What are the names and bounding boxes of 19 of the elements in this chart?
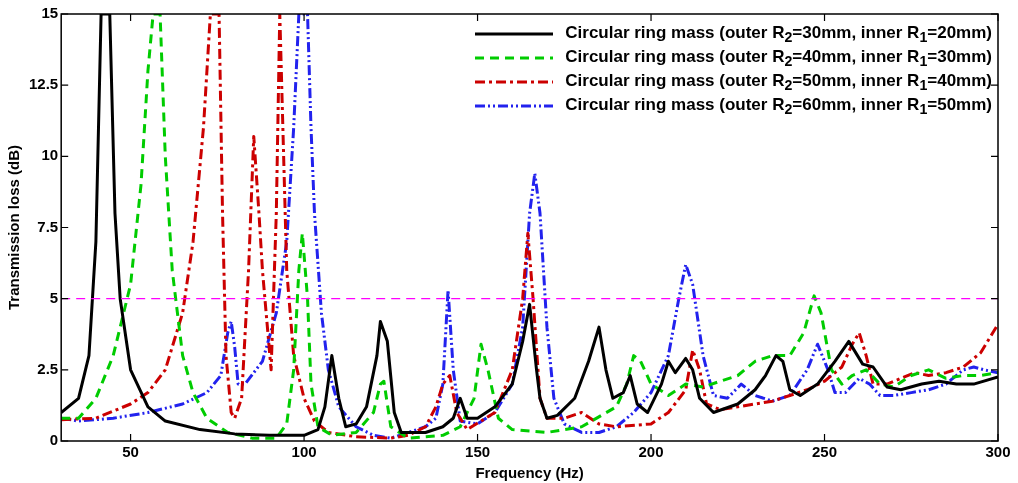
legend-label: Circular ring mass (outer R$_{2}$=60mm, inner R$_{1}$=50mm) [565, 94, 992, 118]
y-tick-label: 0 [49, 431, 59, 449]
y-tick-label: 10 [41, 146, 59, 164]
y-tick-label: 5 [49, 288, 59, 306]
x-tick-label: 300 [985, 443, 1011, 461]
legend-label: Circular ring mass (outer R$_{2}$=40mm, inner R$_{1}$=30mm) [565, 46, 992, 70]
x-tick-label: 100 [291, 443, 317, 461]
legend-label: Circular ring mass (outer R$_{2}$=30mm, inner R$_{1}$=20mm) [565, 22, 992, 46]
x-tick-label: 50 [122, 443, 139, 461]
y-tick-label: 15 [41, 4, 59, 22]
x-axis-title: Frequency (Hz) [475, 464, 584, 482]
y-tick-label: 12.5 [28, 75, 59, 93]
y-tick-label: 2.5 [37, 359, 59, 377]
y-axis-title: Transmission loss (dB) [5, 144, 23, 311]
x-tick-label: 200 [638, 443, 664, 461]
y-tick-label: 7.5 [37, 217, 59, 235]
x-tick-label: 250 [812, 443, 838, 461]
legend-label: Circular ring mass (outer R$_{2}$=50mm, inner R$_{1}$=40mm) [565, 70, 992, 94]
x-tick-label: 150 [465, 443, 491, 461]
